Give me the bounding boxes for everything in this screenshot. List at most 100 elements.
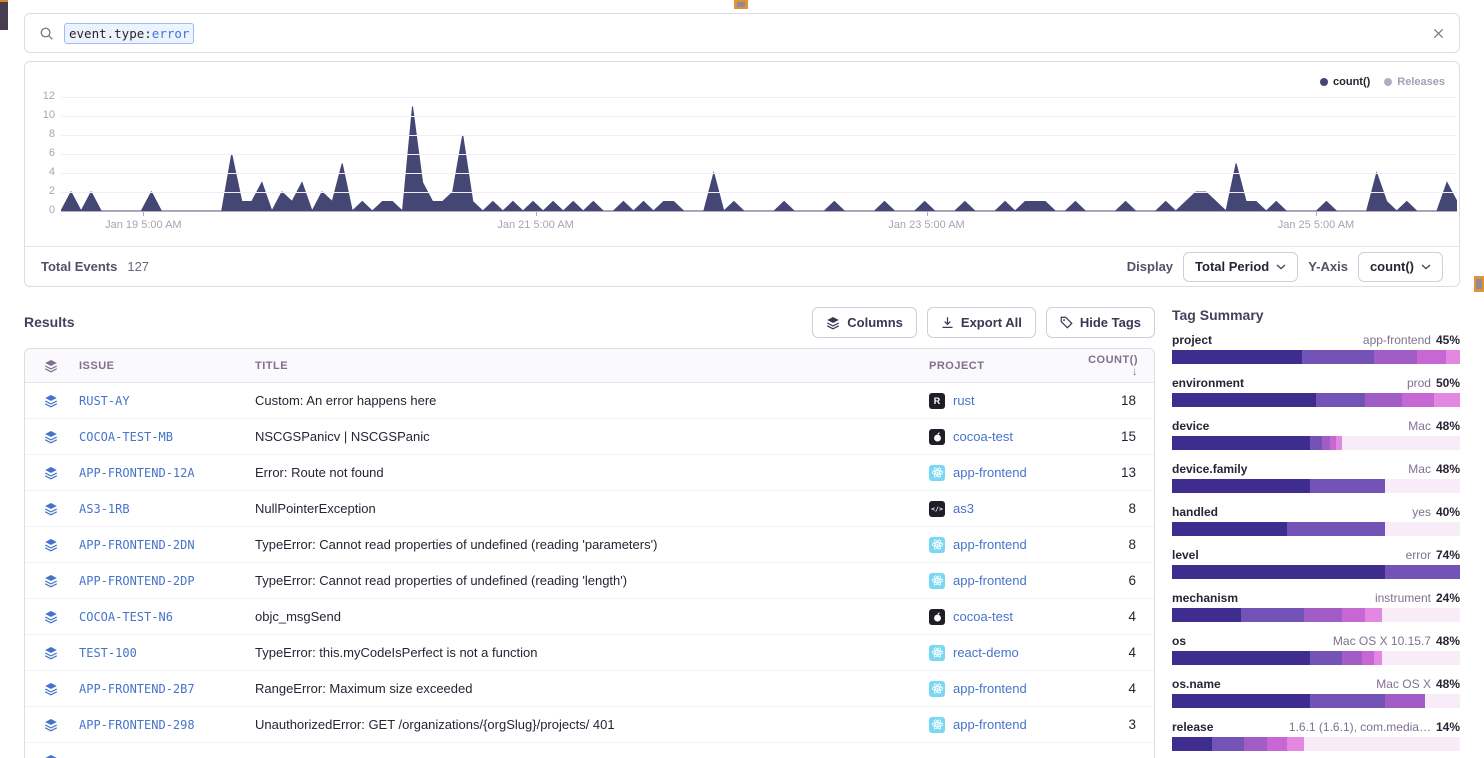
tag-bar-segment[interactable] [1212,737,1244,751]
tag-bar-remainder [1385,522,1460,536]
event-count: 3 [1079,717,1154,732]
tag-distribution-bar[interactable] [1172,436,1460,450]
tag-distribution-bar[interactable] [1172,651,1460,665]
legend-item-count[interactable]: count() [1320,76,1370,88]
project-link[interactable]: app-frontend [929,465,1079,481]
export-all-button[interactable]: Export All [927,307,1036,338]
tag-summary-item-release: release1.6.1 (1.6.1), com.media…14% [1172,720,1460,751]
tag-bar-segment[interactable] [1172,393,1316,407]
tag-bar-segment[interactable] [1365,608,1382,622]
tag-bar-segment[interactable] [1287,737,1304,751]
search-clear-icon[interactable] [1432,27,1445,40]
tag-bar-segment[interactable] [1434,393,1460,407]
event-count: 15 [1079,429,1154,444]
tag-bar-segment[interactable] [1172,565,1385,579]
results-table: ISSUE TITLE PROJECT COUNT() ↓ RUST-AYCus… [24,348,1155,758]
tag-bar-segment[interactable] [1287,522,1385,536]
issue-id-link[interactable]: AS3-1RB [79,502,255,516]
tag-top-percent: 45% [1436,333,1460,347]
layers-icon [44,466,58,480]
tag-bar-segment[interactable] [1172,436,1310,450]
issue-id-link[interactable]: APP-FRONTEND-12A [79,466,255,480]
tag-bar-segment[interactable] [1241,608,1304,622]
tag-bar-segment[interactable] [1374,651,1383,665]
issue-id-link[interactable]: RUST-AY [79,394,255,408]
tag-top-percent: 40% [1436,505,1460,519]
tag-bar-segment[interactable] [1267,737,1287,751]
tag-bar-segment[interactable] [1172,737,1212,751]
project-link[interactable]: </>as3 [929,501,1079,517]
tag-bar-segment[interactable] [1310,479,1385,493]
issue-id-link[interactable]: COCOA-TEST-N6 [79,610,255,624]
tag-distribution-bar[interactable] [1172,350,1460,364]
issue-layers-icon [25,394,79,408]
yaxis-dropdown[interactable]: count() [1358,252,1443,282]
tag-bar-segment[interactable] [1374,350,1417,364]
x-axis-tick-label: Jan 19 5:00 AM [73,219,213,231]
column-header-count[interactable]: COUNT() ↓ [1079,354,1154,378]
tag-bar-segment[interactable] [1385,565,1460,579]
project-link[interactable]: react-demo [929,645,1079,661]
tag-bar-segment[interactable] [1322,436,1331,450]
tag-bar-segment[interactable] [1172,522,1287,536]
project-link[interactable]: app-frontend [929,573,1079,589]
search-query-token[interactable]: event.type:error [64,23,194,44]
tag-summary-item-project: projectapp-frontend45% [1172,333,1460,364]
tag-distribution-bar[interactable] [1172,393,1460,407]
project-link[interactable]: app-frontend [929,717,1079,733]
tag-bar-segment[interactable] [1342,651,1362,665]
tag-bar-segment[interactable] [1402,393,1434,407]
tag-distribution-bar[interactable] [1172,608,1460,622]
tag-bar-segment[interactable] [1172,694,1310,708]
tag-bar-segment[interactable] [1446,350,1460,364]
issue-id-link[interactable]: APP-FRONTEND-298 [79,718,255,732]
tag-bar-segment[interactable] [1342,608,1365,622]
tag-bar-segment[interactable] [1172,350,1302,364]
x-axis-tick-label: Jan 23 5:00 AM [857,219,997,231]
display-dropdown[interactable]: Total Period [1183,252,1298,282]
code-platform-icon: </> [929,501,945,517]
issue-id-link[interactable]: APP-FRONTEND-2DN [79,538,255,552]
issue-title: RangeError: Maximum size exceeded [255,681,929,696]
y-axis-tick-label: 10 [29,109,55,121]
tag-name: mechanism [1172,591,1238,605]
issue-id-link[interactable]: COCOA-TEST-MB [79,430,255,444]
columns-button[interactable]: Columns [812,307,917,338]
tag-bar-segment[interactable] [1365,393,1402,407]
tag-bar-segment[interactable] [1362,651,1374,665]
event-count: 4 [1079,609,1154,624]
column-header-project[interactable]: PROJECT [929,360,1079,372]
tag-distribution-bar[interactable] [1172,479,1460,493]
tag-bar-segment[interactable] [1310,694,1385,708]
project-link[interactable]: app-frontend [929,537,1079,553]
tag-bar-segment[interactable] [1310,436,1322,450]
project-link[interactable]: app-frontend [929,681,1079,697]
tag-bar-segment[interactable] [1385,694,1425,708]
project-link[interactable]: Rrust [929,393,1079,409]
search-bar[interactable]: event.type:error [24,13,1460,53]
tag-distribution-bar[interactable] [1172,522,1460,536]
tag-distribution-bar[interactable] [1172,694,1460,708]
tag-bar-segment[interactable] [1316,393,1365,407]
tag-bar-segment[interactable] [1172,608,1241,622]
tag-bar-segment[interactable] [1417,350,1446,364]
chart-legend[interactable]: count() Releases [1320,76,1445,88]
tag-bar-segment[interactable] [1172,651,1310,665]
tag-bar-segment[interactable] [1304,608,1341,622]
tag-bar-segment[interactable] [1302,350,1374,364]
issue-id-link[interactable]: APP-FRONTEND-2DP [79,574,255,588]
legend-item-releases[interactable]: Releases [1384,76,1445,88]
issues-layers-icon [25,359,79,373]
project-link[interactable]: cocoa-test [929,609,1079,625]
tag-bar-segment[interactable] [1172,479,1310,493]
tag-bar-segment[interactable] [1310,651,1342,665]
project-link[interactable]: cocoa-test [929,429,1079,445]
hide-tags-button[interactable]: Hide Tags [1046,307,1155,338]
issue-id-link[interactable]: TEST-100 [79,646,255,660]
column-header-title[interactable]: TITLE [255,360,929,372]
column-header-issue[interactable]: ISSUE [79,360,255,372]
tag-bar-segment[interactable] [1244,737,1267,751]
issue-id-link[interactable]: APP-FRONTEND-2B7 [79,682,255,696]
tag-distribution-bar[interactable] [1172,737,1460,751]
tag-distribution-bar[interactable] [1172,565,1460,579]
